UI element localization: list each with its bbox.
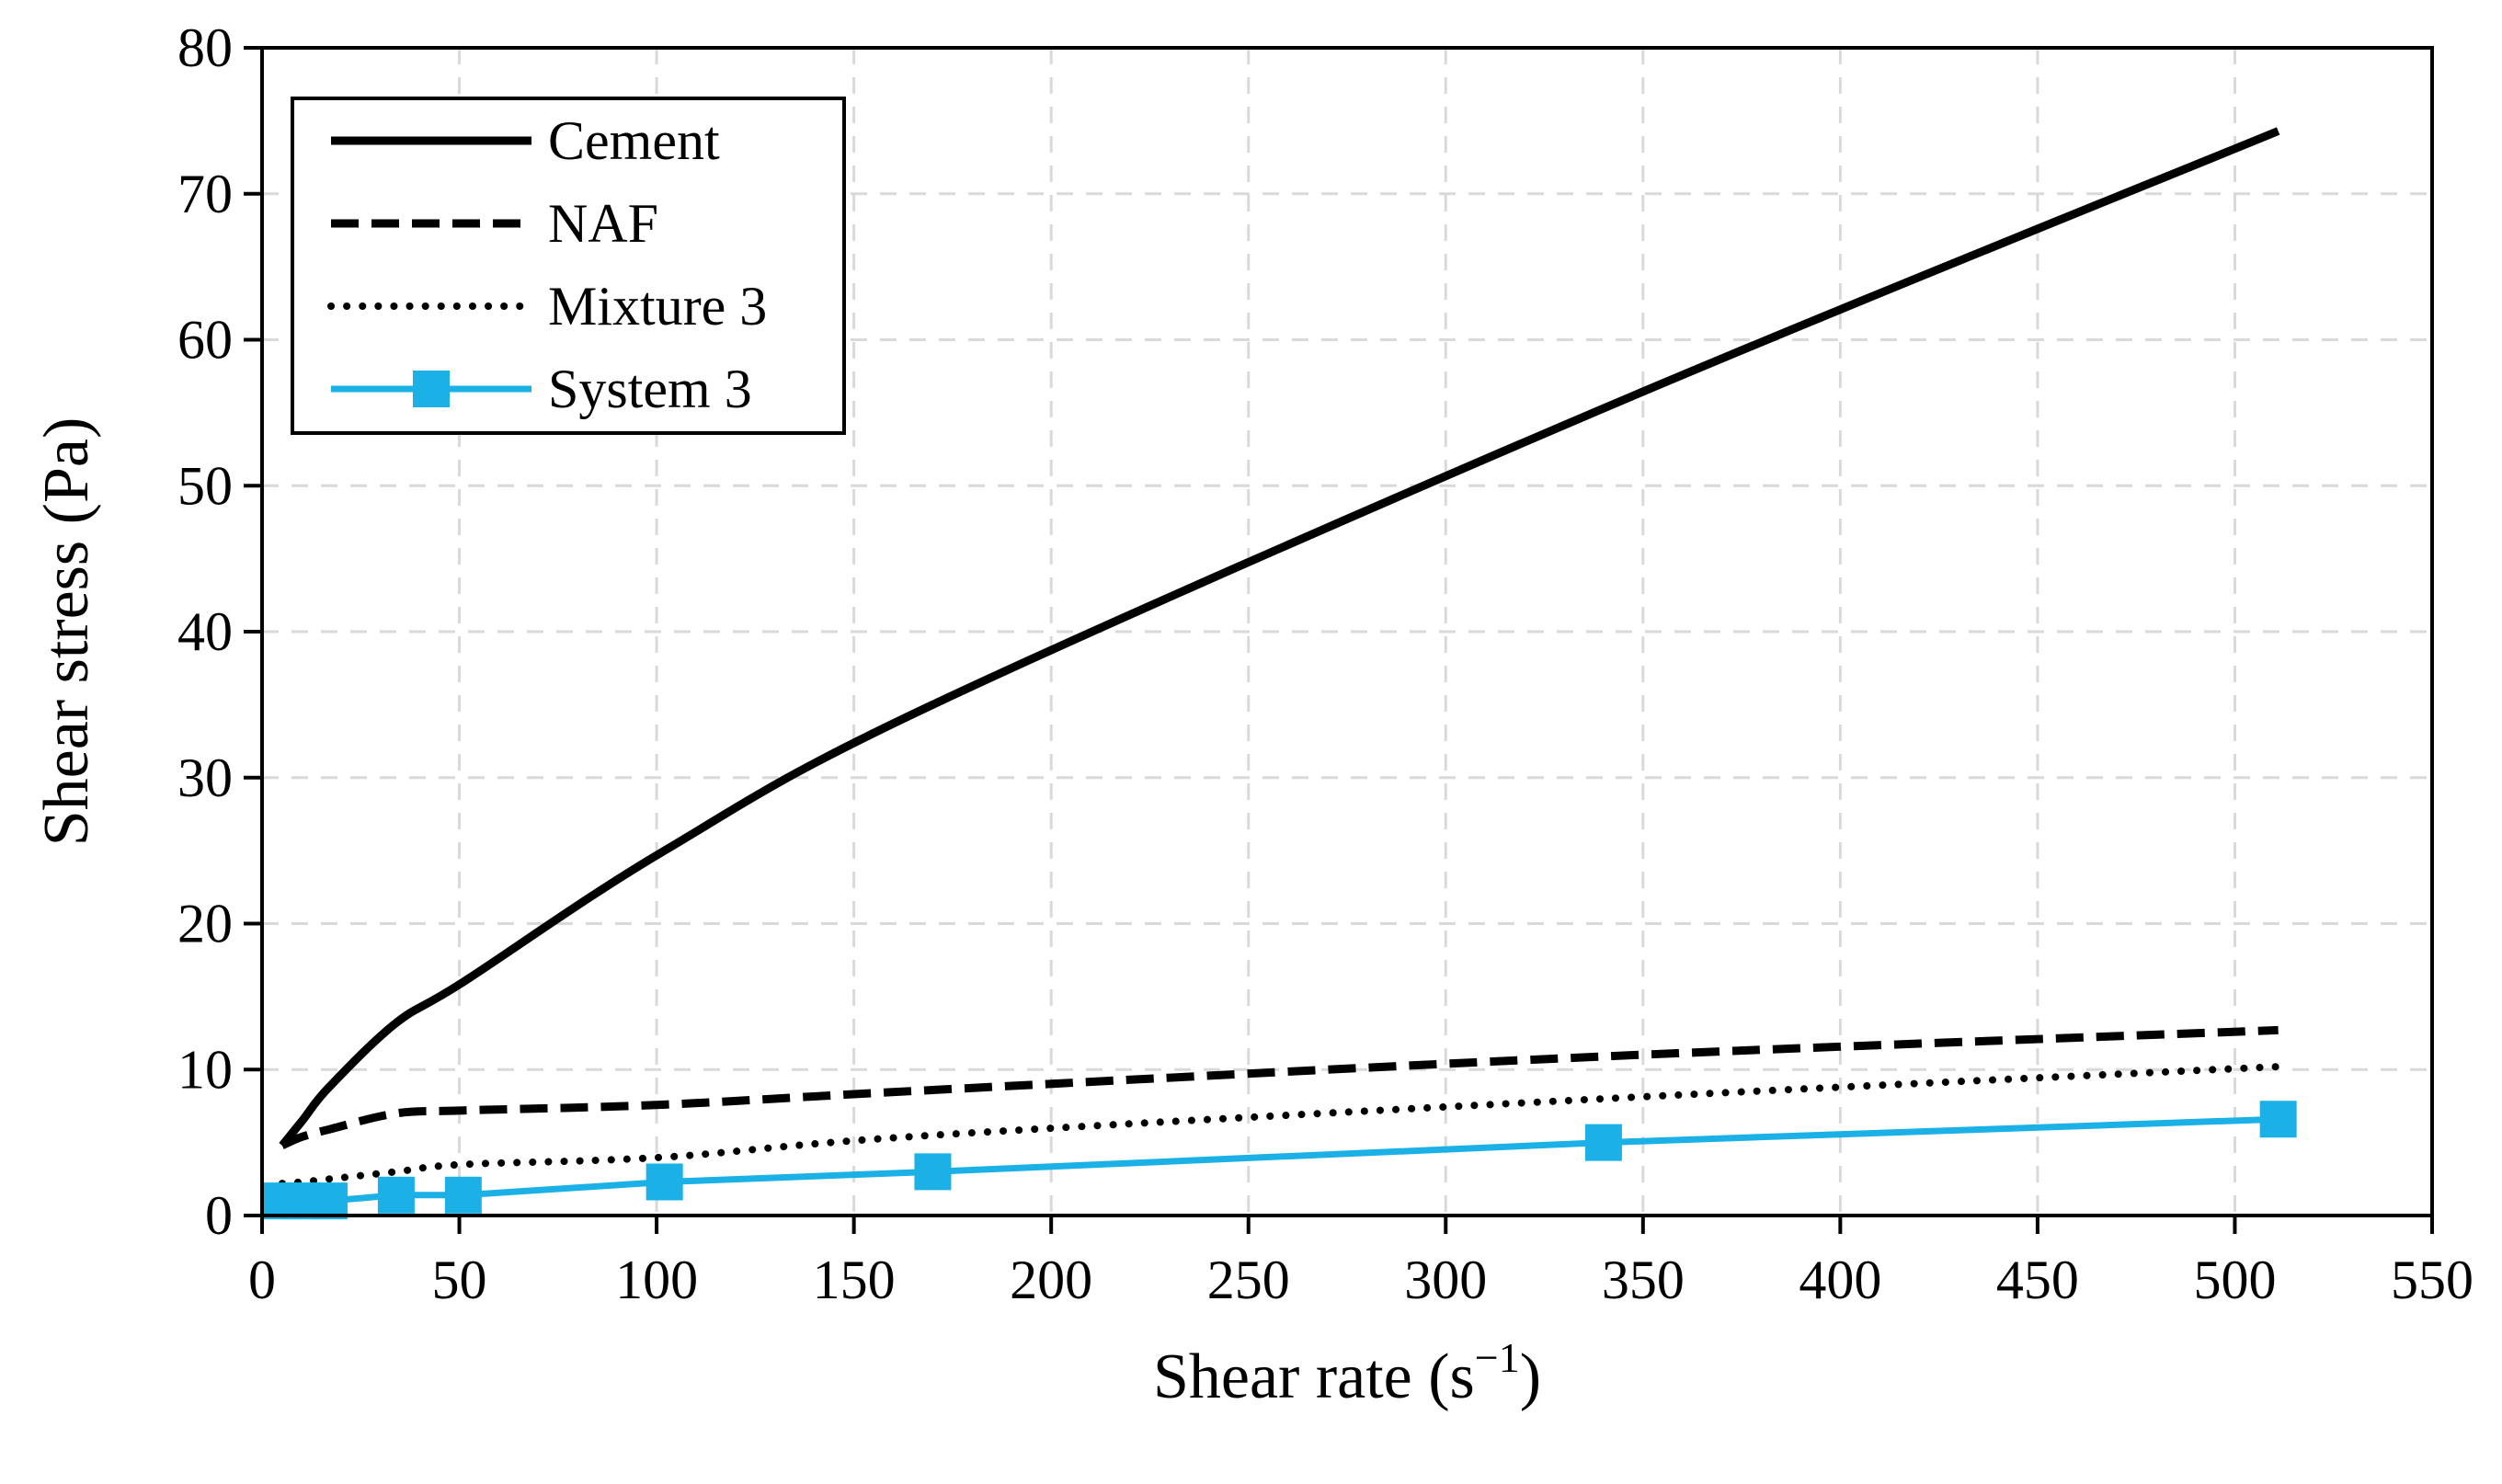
x-tick-label-3: 150 [813,1250,896,1310]
legend-item-mixture-3: Mixture 3 [327,276,767,337]
series-line-naf [280,1025,2279,1149]
x-tick-label-0: 0 [248,1250,276,1310]
x-axis-title-suffix: ) [1520,1341,1541,1412]
series-marker-system-3-2 [310,1182,348,1220]
legend-marker-system-3 [413,371,450,407]
legend-label-mixture-3: Mixture 3 [548,276,767,337]
y-tick-label-0: 0 [205,1185,233,1246]
x-tick-label-4: 200 [1010,1250,1092,1310]
x-tick-label-2: 100 [615,1250,698,1310]
legend-items: Cement NAF Mixture 3 System 3 [327,110,767,419]
y-tick-label-7: 70 [177,164,233,224]
axis-ticks [244,46,2434,1234]
x-axis-title-superscript: −1 [1475,1334,1520,1381]
legend-label-cement: Cement [548,110,720,171]
y-tick-label-5: 50 [177,455,233,516]
legend-item-system-3: System 3 [331,359,752,419]
legend-label-naf: NAF [548,193,658,254]
x-tick-label-8: 400 [1799,1250,1881,1310]
series-line-cement [279,127,2280,1148]
x-tick-label-5: 250 [1207,1250,1290,1310]
y-tick-label-1: 10 [177,1039,233,1100]
axis-tick-labels: 0 50 100 150 200 250 300 350 400 450 500 550 0 10 20 30… [177,17,2473,1310]
series-marker-system-3-6 [914,1153,952,1191]
y-tick-label-2: 20 [177,894,233,954]
x-axis-title-main: Shear rate (s [1153,1341,1475,1412]
series-marker-system-3-3 [377,1176,415,1214]
x-tick-label-11: 550 [2391,1250,2473,1310]
x-tick-label-7: 350 [1602,1250,1685,1310]
legend-box [291,97,846,435]
y-tick-label-8: 80 [177,17,233,78]
x-tick-label-6: 300 [1404,1250,1487,1310]
y-tick-label-6: 60 [177,310,233,371]
series-marker-system-3-5 [645,1163,683,1201]
series-marker-system-3-4 [444,1176,482,1214]
series-marker-system-3-8 [2259,1101,2297,1138]
legend: Cement NAF Mixture 3 System 3 [291,97,846,435]
legend-label-system-3: System 3 [548,359,752,419]
x-tick-label-1: 50 [432,1250,487,1310]
legend-item-cement: Cement [331,110,720,171]
x-tick-label-10: 500 [2193,1250,2276,1310]
legend-item-naf: NAF [331,193,658,254]
series-line-mixture-3 [278,1063,2282,1188]
y-tick-label-3: 30 [177,748,233,808]
y-axis-title: Shear stress (Pa) [31,417,102,847]
series-layer [263,127,2297,1220]
series-marker-system-3-7 [1584,1124,1622,1161]
x-axis-title: Shear rate (s−1) [1153,1334,1541,1412]
x-tick-label-9: 450 [1996,1250,2079,1310]
y-tick-label-4: 40 [177,601,233,662]
